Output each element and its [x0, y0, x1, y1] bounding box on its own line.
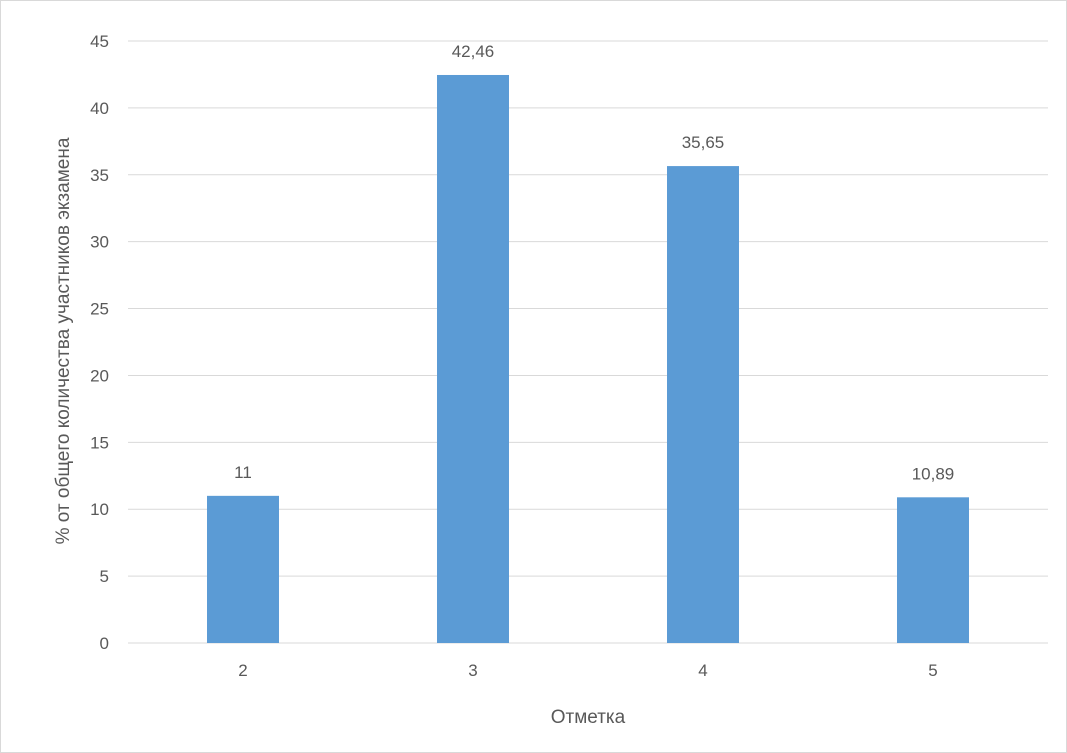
x-axis-tick-labels: 2 3 4 5 [238, 661, 937, 680]
data-label-4: 35,65 [682, 133, 725, 152]
data-labels: 11 42,46 35,65 10,89 [234, 42, 954, 483]
bar-5 [897, 497, 969, 643]
bars [207, 74, 969, 644]
y-tick-label: 30 [90, 233, 109, 252]
x-tick-label-2: 2 [238, 661, 247, 680]
data-label-3: 42,46 [452, 42, 495, 61]
y-axis-tick-labels: 0 5 10 15 20 25 30 35 40 45 [90, 32, 109, 653]
y-tick-label: 20 [90, 366, 109, 385]
data-label-5: 10,89 [912, 464, 955, 483]
y-tick-label: 35 [90, 166, 109, 185]
y-tick-label: 5 [100, 567, 109, 586]
data-label-2: 11 [234, 463, 252, 482]
bar-3 [437, 74, 509, 643]
gridlines [128, 40, 1048, 644]
x-tick-label-5: 5 [928, 661, 937, 680]
bar-4 [667, 166, 739, 644]
y-tick-label: 0 [100, 634, 109, 653]
bar-2 [207, 495, 279, 643]
x-tick-label-4: 4 [698, 661, 707, 680]
y-tick-label: 10 [90, 500, 109, 519]
y-tick-label: 25 [90, 300, 109, 319]
x-tick-label-3: 3 [468, 661, 477, 680]
x-axis-title: Отметка [551, 707, 626, 728]
y-tick-label: 40 [90, 99, 109, 118]
y-tick-label: 45 [90, 32, 109, 51]
y-axis-title: % от общего количества участников экзаме… [53, 137, 74, 544]
y-tick-label: 15 [90, 433, 109, 452]
